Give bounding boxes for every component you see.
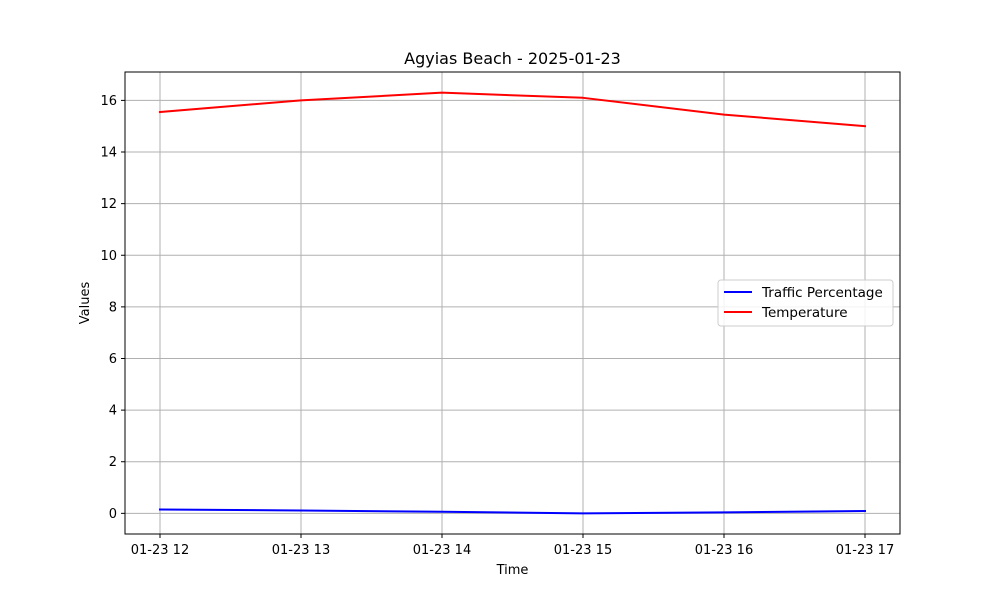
y-axis: 0 2 4 6 8 10 12 14 16 xyxy=(100,94,125,522)
y-tick-label: 0 xyxy=(109,507,117,522)
y-tick-label: 16 xyxy=(100,94,117,109)
x-axis: 01-23 12 01-23 13 01-23 14 01-23 15 01-23 16… xyxy=(131,534,894,558)
x-tick-label: 01-23 15 xyxy=(554,543,612,558)
data-point-traffic-percentage xyxy=(864,510,866,512)
data-point-traffic-percentage xyxy=(300,510,302,512)
y-tick-label: 10 xyxy=(100,249,117,264)
y-tick-label: 6 xyxy=(109,352,117,367)
y-tick-label: 4 xyxy=(109,404,117,419)
legend-label-traffic: Traffic Percentage xyxy=(761,285,883,301)
y-tick-label: 14 xyxy=(100,146,117,161)
data-point-temperature xyxy=(582,97,584,99)
legend: Traffic Percentage Temperature xyxy=(717,279,894,327)
series-line-traffic-percentage xyxy=(158,508,867,515)
series-line-temperature xyxy=(158,91,867,128)
data-point-traffic-percentage xyxy=(723,511,725,513)
legend-box xyxy=(717,279,894,327)
series-layer xyxy=(158,91,867,515)
y-tick-label: 2 xyxy=(109,455,117,470)
legend-label-temperature: Temperature xyxy=(761,305,848,321)
x-tick-label: 01-23 12 xyxy=(131,543,189,558)
y-tick-label: 12 xyxy=(100,197,117,212)
data-point-traffic-percentage xyxy=(159,508,161,510)
y-axis-label: Values xyxy=(78,282,93,325)
x-tick-label: 01-23 13 xyxy=(272,543,330,558)
x-tick-label: 01-23 14 xyxy=(413,543,471,558)
data-point-temperature xyxy=(441,92,443,94)
data-point-traffic-percentage xyxy=(582,512,584,514)
data-point-temperature xyxy=(159,111,161,113)
data-point-temperature xyxy=(300,99,302,101)
data-point-temperature xyxy=(723,114,725,116)
y-tick-label: 8 xyxy=(109,300,117,315)
x-tick-label: 01-23 17 xyxy=(836,543,894,558)
chart-title: Agyias Beach - 2025-01-23 xyxy=(404,49,621,68)
plot-frame xyxy=(124,71,901,535)
x-axis-label: Time xyxy=(496,563,529,578)
x-tick-label: 01-23 16 xyxy=(695,543,753,558)
data-point-traffic-percentage xyxy=(441,511,443,513)
data-point-temperature xyxy=(864,125,866,127)
